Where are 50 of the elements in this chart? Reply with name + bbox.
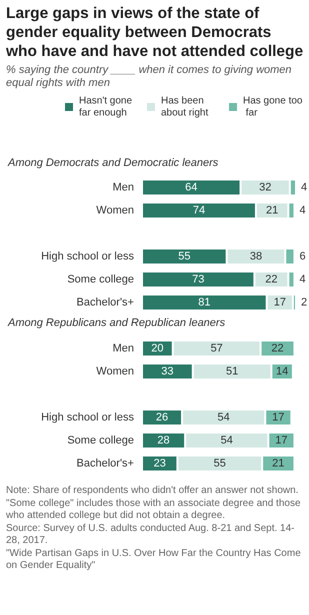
y-tick-label: Women: [96, 204, 134, 216]
text: "Wide Partisan Gaps in U.S. Over How Far the Country Has Come on Gender Equality": [6, 548, 302, 572]
legend-label: Has been about right: [161, 96, 208, 118]
data-label: 23: [154, 458, 166, 470]
data-label: 21: [272, 458, 284, 470]
data-label: 55: [214, 458, 226, 470]
y-tick-label: Some college: [67, 274, 134, 286]
y-tick-label: High school or less: [41, 412, 134, 424]
data-label: 6: [299, 250, 306, 262]
data-label: 74: [192, 204, 206, 216]
data-label: 20: [151, 342, 164, 354]
chart-subtitle: % saying the country ____ when it comes to giving women equal rights with men: [6, 64, 293, 90]
data-label: 32: [259, 182, 272, 194]
y-tick-label: Men: [112, 182, 134, 194]
data-label: 2: [301, 296, 308, 308]
text: Note: Share of respondents who didn't offer an answer not shown. "Some college" includes those with an associate degree and those who attended college but did not obtain a degree.: [6, 485, 302, 522]
data-label: 33: [161, 366, 174, 378]
legend-label: Hasn't gone far enough: [79, 96, 135, 118]
data-label: 51: [226, 366, 238, 378]
data-label: 55: [178, 250, 190, 262]
data-label: 22: [265, 274, 278, 286]
annotation: Among Republicans and Republican leaners: [8, 317, 226, 329]
data-label: 26: [156, 412, 168, 424]
data-label: 28: [157, 434, 170, 446]
data-label: 81: [198, 296, 210, 308]
data-label: 73: [192, 274, 204, 286]
source-note: Source: Survey of U.S. adults conducted Aug. 8-21 and Sept. 14-28, 2017.: [6, 522, 296, 548]
data-label: 54: [220, 434, 233, 446]
data-label: 22: [271, 342, 284, 354]
y-tick-label: Men: [112, 342, 134, 354]
y-tick-label: Some college: [67, 434, 134, 446]
y-tick-label: Bachelor's+: [76, 296, 134, 308]
data-label: 17: [272, 412, 284, 424]
data-label: 54: [217, 412, 230, 424]
data-label: 4: [301, 182, 308, 194]
data-label: 4: [299, 204, 306, 216]
data-label: 14: [276, 366, 288, 378]
text: Among Democrats and Democratic leaners: [8, 157, 218, 169]
data-label: 17: [274, 296, 286, 308]
y-tick-label: Women: [96, 366, 134, 378]
data-label: 17: [275, 434, 288, 446]
y-tick-label: High school or less: [41, 250, 134, 262]
chart-title: Large gaps in views of the state of gender equality between Democrats who have and have not attended college: [6, 4, 304, 61]
data-label: 21: [266, 204, 278, 216]
data-label: 38: [250, 250, 262, 262]
data-label: 57: [210, 342, 223, 354]
legend-label: Has gone too far: [243, 96, 303, 118]
data-label: 64: [185, 182, 198, 194]
data-label: 4: [299, 274, 306, 286]
y-tick-label: Bachelor's+: [76, 458, 134, 470]
